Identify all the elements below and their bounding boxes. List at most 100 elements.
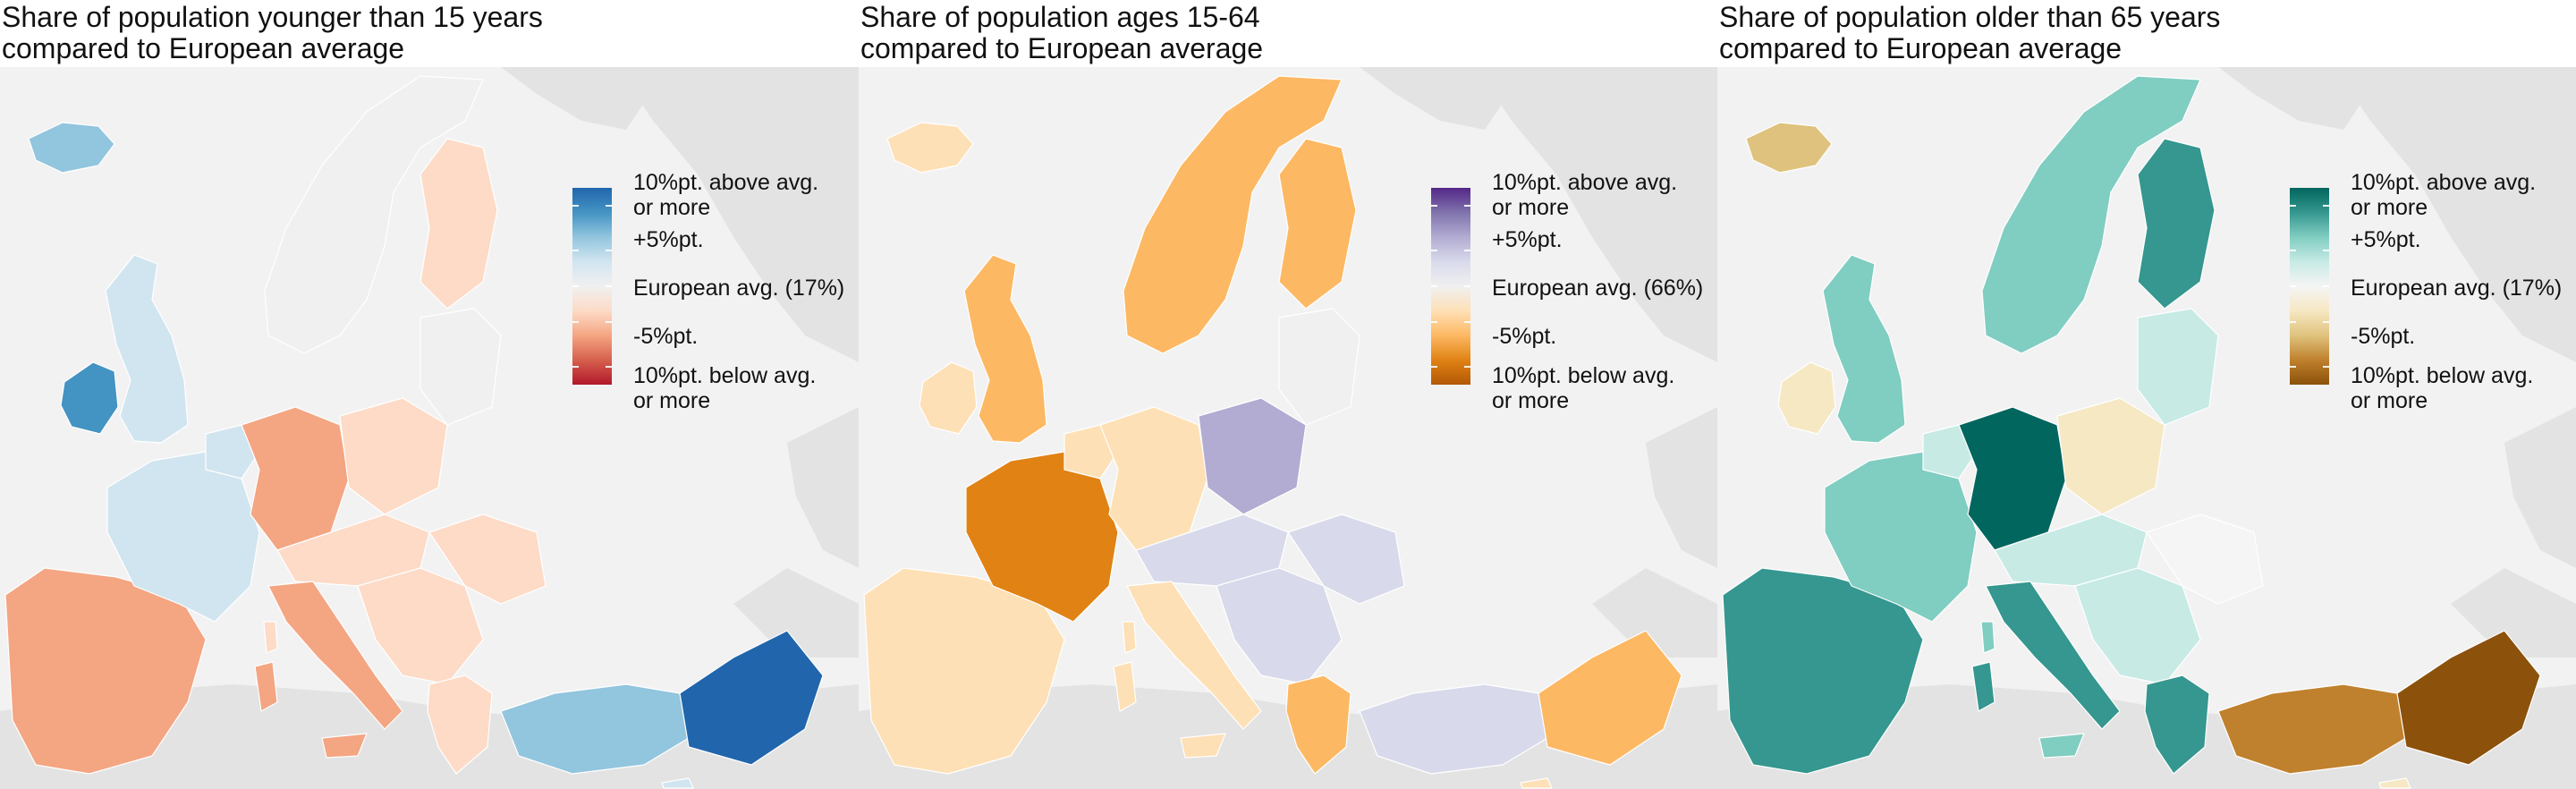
region-poland [339,397,448,515]
region-turkey-e [1538,630,1682,766]
legend-label-top: 10%pt. above avg. or more [2351,170,2537,220]
choropleth-map-working-age [859,67,1717,789]
legend-color-bar [1431,188,1470,385]
region-ireland [919,361,978,435]
region-sicily [1180,733,1226,759]
non-eu-land [1592,568,1717,658]
panel-title: Share of population older than 65 years … [1719,2,2220,64]
region-greece [427,674,493,775]
region-uk [105,254,189,444]
region-france [1824,451,1978,623]
region-scandinavia [1123,75,1343,354]
region-france [965,451,1119,623]
region-romania [2146,513,2264,605]
region-iceland [886,122,974,174]
region-scandinavia [1981,75,2201,354]
non-eu-land [2218,67,2361,130]
legend-label-minus5: -5%pt. [1492,324,1557,349]
map-svg [859,67,1717,789]
region-cyprus [2378,777,2411,789]
legend-label-plus5: +5%pt. [1492,227,1563,252]
region-france [106,451,260,623]
region-scandinavia [264,75,484,354]
title-line-2: compared to European average [860,32,1264,64]
region-corsica [263,621,278,654]
region-finland [1278,138,1357,310]
panel-elderly: Share of population older than 65 years … [1717,0,2576,789]
region-balkans [1216,567,1343,685]
map-svg [1717,67,2576,789]
region-benelux [1063,424,1119,479]
legend-label-plus5: +5%pt. [633,227,704,252]
region-iberia [863,567,1065,775]
panel-title: Share of population ages 15-64 compared … [860,2,1263,64]
non-eu-land [617,67,859,362]
choropleth-map-elderly [1717,67,2576,789]
region-iberia [1722,567,1924,775]
region-balkans [2074,567,2201,685]
title-line-1: Share of population older than 65 years [1719,1,2221,33]
region-italy [1126,581,1262,730]
legend: 10%pt. above avg. or more +5%pt. European… [572,170,859,413]
map-svg [0,67,859,789]
region-turkey-e [2396,630,2541,766]
region-sicily [321,733,368,759]
region-balkans [357,567,484,685]
region-turkey-e [679,630,824,766]
legend-label-top: 10%pt. above avg. or more [1492,170,1678,220]
region-italy [1985,581,2121,730]
panel-young: Share of population younger than 15 year… [0,0,859,789]
region-baltic [1278,308,1360,426]
region-poland [1198,397,1307,515]
legend-label-minus5: -5%pt. [2351,324,2416,349]
region-romania [428,513,547,605]
legend-label-plus5: +5%pt. [2351,227,2421,252]
region-cyprus [1520,777,1553,789]
legend-color-bar [2290,188,2329,385]
region-iberia [4,567,207,775]
legend: 10%pt. above avg. or more +5%pt. European… [2290,170,2576,413]
region-greece [2144,674,2210,775]
region-baltic [419,308,502,426]
legend-color-bar [572,188,612,385]
legend-label-bottom: 10%pt. below avg. or more [633,363,817,413]
region-benelux [205,424,260,479]
region-poland [2056,397,2165,515]
region-corsica [1122,621,1137,654]
region-baltic [2137,308,2219,426]
legend-label-average: European avg. (17%) [633,276,845,301]
region-romania [1287,513,1405,605]
non-eu-land [1646,407,1717,568]
title-line-2: compared to European average [2,32,405,64]
region-iceland [28,122,115,174]
region-corsica [1980,621,1996,654]
region-ireland [1777,361,1836,435]
non-eu-land [2451,568,2576,658]
legend-label-minus5: -5%pt. [633,324,699,349]
legend-label-average: European avg. (17%) [2351,276,2563,301]
region-finland [2137,138,2216,310]
region-italy [267,581,403,730]
region-sicily [2038,733,2085,759]
legend-label-average: European avg. (66%) [1492,276,1704,301]
region-iceland [1745,122,1833,174]
title-line-1: Share of population younger than 15 year… [2,1,543,33]
non-eu-land [2504,407,2576,568]
choropleth-map-young [0,67,859,789]
title-line-1: Share of population ages 15-64 [860,1,1260,33]
region-ireland [60,361,119,435]
non-eu-land [787,407,859,568]
region-sardinia [254,661,278,712]
legend-label-top: 10%pt. above avg. or more [633,170,819,220]
region-benelux [1922,424,1978,479]
region-cyprus [661,777,694,789]
region-sardinia [1971,661,1996,712]
non-eu-land [501,67,644,130]
region-sardinia [1113,661,1137,712]
title-line-2: compared to European average [1719,32,2123,64]
non-eu-land [1476,67,1717,362]
region-uk [963,254,1047,444]
panel-working-age: Share of population ages 15-64 compared … [859,0,1717,789]
region-uk [1822,254,1906,444]
legend-label-bottom: 10%pt. below avg. or more [1492,363,1675,413]
